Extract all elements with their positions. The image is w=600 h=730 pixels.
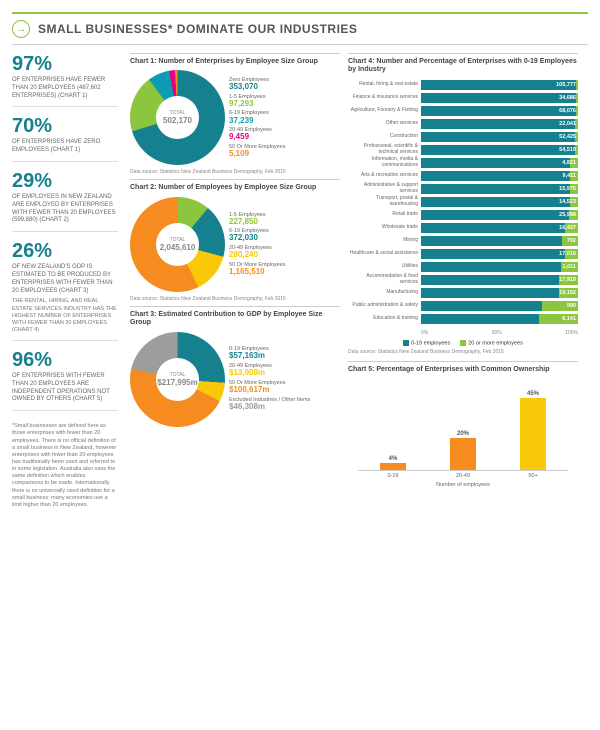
legend-row: Zero Employees353,070: [229, 77, 286, 92]
stat-block: 70%OF ENTERPRISES HAVE ZERO EMPLOYEES (C…: [12, 115, 118, 162]
bar-row: Arts & recreation services9,411: [348, 170, 578, 182]
chart-block: Chart 3: Estimated Contribution to GDP b…: [130, 306, 340, 431]
legend-row: 50 Or More Employees$100,617m: [229, 380, 310, 395]
chart-title: Chart 2: Number of Employees by Employee…: [130, 184, 340, 192]
legend-row: 0-19 Employees$57,163m: [229, 346, 310, 361]
stat-block: 26%OF NEW ZEALAND'S GDP IS ESTIMATED TO …: [12, 240, 118, 341]
chart-block: Chart 1: Number of Enterprises by Employ…: [130, 53, 340, 175]
donut-chart: TOTAL502,170: [130, 70, 225, 165]
stats-column: 97%OF ENTERPRISES HAVE FEWER THAN 20 EMP…: [12, 53, 122, 509]
bar-row: Administrative & support services15,975: [348, 183, 578, 195]
chart4: Chart 4: Number and Percentage of Enterp…: [348, 53, 578, 355]
chart5: Chart 5: Percentage of Enterprises with …: [348, 361, 578, 487]
vbar: 4%: [378, 456, 408, 469]
chart-title: Chart 5: Percentage of Enterprises with …: [348, 366, 578, 374]
bar-row: Information, media & communications4,821: [348, 157, 578, 169]
bar-row: Other services22,041: [348, 118, 578, 130]
footnote: *Small businesses are defined here as th…: [12, 423, 118, 509]
bar-row: Manufacturing19,152: [348, 287, 578, 299]
bar-row: Accommodation & food services17,919: [348, 274, 578, 286]
legend-row: 50 Or More Employees1,165,510: [229, 262, 286, 277]
arrow-icon: →: [12, 20, 30, 38]
stat-text: OF EMPLOYEES IN NEW ZEALAND ARE EMPLOYED…: [12, 194, 118, 225]
stat-block: 96%OF ENTERPRISES WITH FEWER THAN 20 EMP…: [12, 349, 118, 411]
chart-source: Data source: Statistics New Zealand Busi…: [130, 169, 340, 175]
chart4-legend: 0-19 employees20 or more employees: [348, 340, 578, 346]
legend-row: 20-49 Employees9,459: [229, 127, 286, 142]
stat-text: OF NEW ZEALAND'S GDP IS ESTIMATED TO BE …: [12, 264, 118, 295]
chart-legend: Zero Employees353,070 1-5 Employees97,293…: [229, 77, 286, 159]
stat-percent: 26%: [12, 240, 118, 263]
bar-row: Professional, scientific & technical ser…: [348, 144, 578, 156]
content-grid: 97%OF ENTERPRISES HAVE FEWER THAN 20 EMP…: [12, 53, 588, 509]
bar-row: Public administration & safety990: [348, 300, 578, 312]
legend-row: 6-19 Employees372,030: [229, 228, 286, 243]
chart-title: Chart 4: Number and Percentage of Enterp…: [348, 58, 578, 75]
donut-chart: TOTAL$217,995m: [130, 332, 225, 427]
bar-row: Healthcare & social assistance17,016: [348, 248, 578, 260]
chart-legend: 0-19 Employees$57,163m 20-49 Employees$13…: [229, 346, 310, 411]
bar-row: Education & training6,141: [348, 313, 578, 325]
stat-percent: 96%: [12, 349, 118, 372]
legend-row: Excluded Industries / Other Items$46,308…: [229, 397, 310, 412]
chart-source: Data source: Statistics New Zealand Busi…: [348, 349, 578, 355]
stat-percent: 29%: [12, 170, 118, 193]
stat-block: 97%OF ENTERPRISES HAVE FEWER THAN 20 EMP…: [12, 53, 118, 107]
stat-percent: 70%: [12, 115, 118, 138]
legend-row: 20-49 Employees$13,908m: [229, 363, 310, 378]
header: → SMALL BUSINESSES* DOMINATE OUR INDUSTR…: [12, 12, 588, 45]
chart-legend: 1-5 Employees227,8506-19 Employees372,03…: [229, 212, 286, 277]
bar-row: Finance & insurance services34,686: [348, 92, 578, 104]
bar-row: Retail trade25,998: [348, 209, 578, 221]
chart-source: Data source: Statistics New Zealand Busi…: [130, 296, 340, 302]
vbar: 20%: [448, 431, 478, 470]
bar-row: Construction52,425: [348, 131, 578, 143]
page-title: SMALL BUSINESSES* DOMINATE OUR INDUSTRIE…: [38, 22, 357, 36]
stat-text: OF ENTERPRISES HAVE FEWER THAN 20 EMPLOY…: [12, 77, 118, 100]
legend-row: 1-5 Employees227,850: [229, 212, 286, 227]
legend-row: 50 Or More Employees5,109: [229, 144, 286, 159]
right-column: Chart 4: Number and Percentage of Enterp…: [348, 53, 578, 509]
stat-extra: THE RENTAL, HIRING, AND REAL ESTATE SERV…: [12, 298, 118, 334]
bar-row: Wholesale trade16,437: [348, 222, 578, 234]
bar-chart: 4% 20% 45%: [358, 381, 568, 471]
bar-row: Mining702: [348, 235, 578, 247]
chart-block: Chart 2: Number of Employees by Employee…: [130, 179, 340, 301]
stat-text: OF ENTERPRISES WITH FEWER THAN 20 EMPLOY…: [12, 373, 118, 404]
bar-row: Transport, postal & warehousing14,523: [348, 196, 578, 208]
legend-row: 1-5 Employees97,293: [229, 94, 286, 109]
stat-text: OF ENTERPRISES HAVE ZERO EMPLOYEES (CHAR…: [12, 139, 118, 155]
chart-title: Chart 3: Estimated Contribution to GDP b…: [130, 311, 340, 328]
stat-percent: 97%: [12, 53, 118, 76]
chart-title: Chart 1: Number of Enterprises by Employ…: [130, 58, 340, 66]
vbar: 45%: [518, 391, 548, 470]
bar-row: Agriculture, Forestry & Fishing68,076: [348, 105, 578, 117]
stat-block: 29%OF EMPLOYEES IN NEW ZEALAND ARE EMPLO…: [12, 170, 118, 232]
bar-row: Utilities1,011: [348, 261, 578, 273]
legend-row: 20-49 Employees280,240: [229, 245, 286, 260]
donut-chart: TOTAL2,045,610: [130, 197, 225, 292]
bar-row: Rental, hiring & real estate105,777: [348, 79, 578, 91]
legend-row: 6-19 Employees37,239: [229, 110, 286, 125]
donut-column: Chart 1: Number of Enterprises by Employ…: [130, 53, 340, 509]
